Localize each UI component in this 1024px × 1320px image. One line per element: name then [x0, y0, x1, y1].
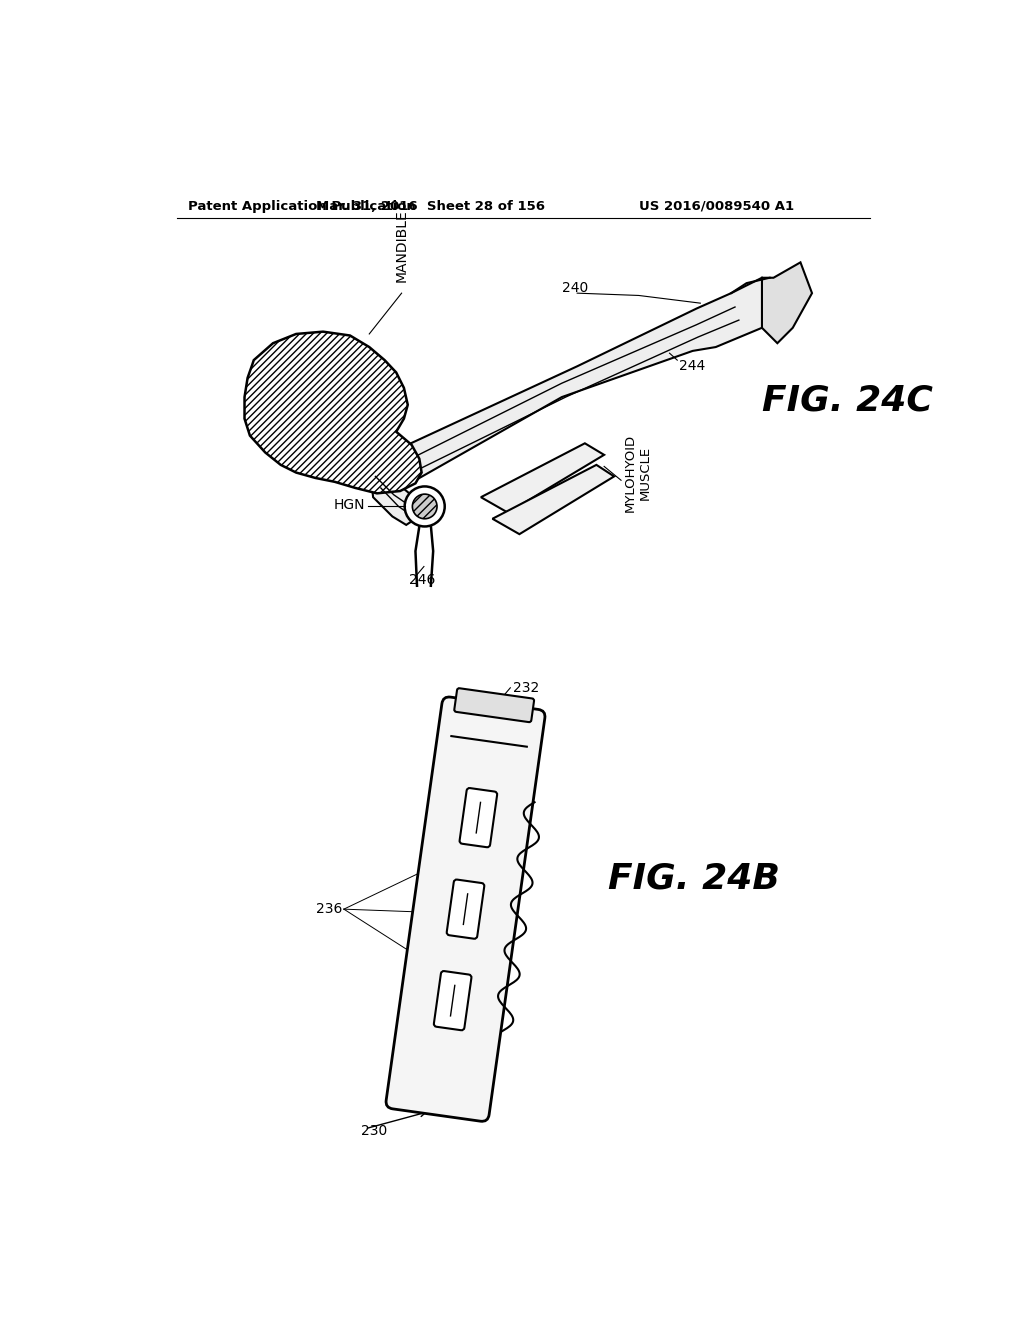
Text: 244: 244 [679, 359, 706, 374]
Text: Mar. 31, 2016  Sheet 28 of 156: Mar. 31, 2016 Sheet 28 of 156 [316, 199, 546, 213]
FancyBboxPatch shape [455, 688, 535, 722]
Text: 232: 232 [513, 681, 539, 694]
Polygon shape [481, 444, 604, 512]
Text: FIG. 24C: FIG. 24C [762, 384, 933, 418]
Text: 230: 230 [360, 1123, 387, 1138]
Polygon shape [762, 263, 812, 343]
Text: MANDIBLE: MANDIBLE [394, 209, 409, 281]
Text: 236: 236 [316, 902, 342, 916]
Circle shape [404, 487, 444, 527]
Polygon shape [245, 331, 422, 494]
FancyBboxPatch shape [386, 697, 545, 1121]
FancyBboxPatch shape [460, 788, 498, 847]
FancyBboxPatch shape [446, 879, 484, 939]
Polygon shape [370, 462, 416, 525]
Polygon shape [370, 277, 773, 494]
Text: FIG. 24B: FIG. 24B [608, 862, 780, 895]
Text: HGN: HGN [334, 498, 366, 512]
Text: MYLOHYOID
MUSCLE: MYLOHYOID MUSCLE [624, 433, 651, 512]
Circle shape [413, 494, 437, 519]
Text: Patent Application Publication: Patent Application Publication [188, 199, 416, 213]
FancyBboxPatch shape [434, 972, 471, 1030]
Text: US 2016/0089540 A1: US 2016/0089540 A1 [639, 199, 794, 213]
Text: 240: 240 [562, 281, 588, 294]
Polygon shape [493, 465, 614, 535]
Text: 246: 246 [410, 573, 435, 587]
